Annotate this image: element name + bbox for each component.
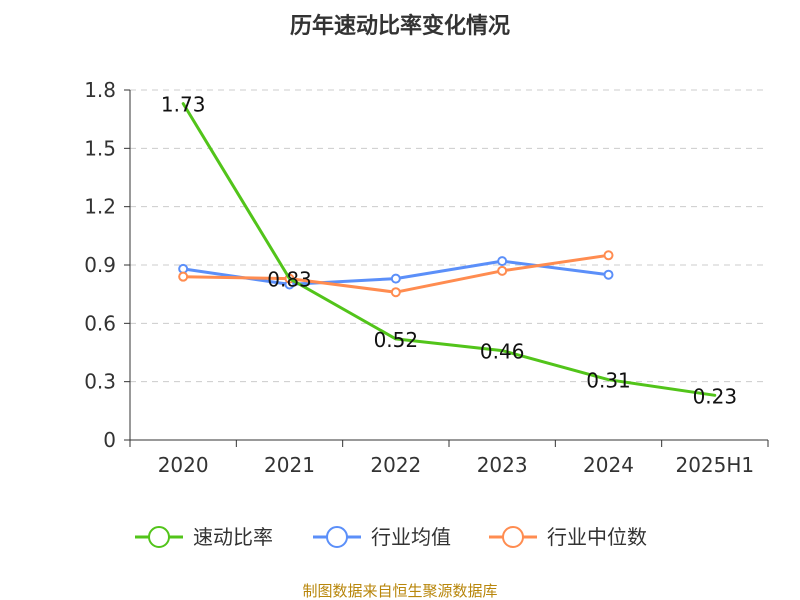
x-tick-label: 2024 (583, 453, 634, 477)
y-tick-label: 1.8 (84, 78, 116, 102)
series-point-2 (603, 250, 614, 261)
data-label: 0.23 (693, 384, 738, 408)
x-tick-label: 2021 (264, 453, 315, 477)
chart-title: 历年速动比率变化情况 (290, 13, 510, 39)
series-point-2 (390, 287, 401, 298)
x-tick-label: 2022 (370, 453, 421, 477)
series-point-1 (390, 273, 401, 284)
y-tick-label: 1.5 (84, 136, 116, 160)
data-label: 1.73 (161, 93, 206, 117)
series-point-2 (178, 271, 189, 282)
legend: 速动比率 行业均值 行业中位数 (135, 525, 647, 549)
series-point-1 (497, 256, 508, 267)
x-tick-label: 2023 (477, 453, 528, 477)
legend-swatch-marker (502, 526, 524, 548)
data-label: 0.83 (267, 268, 312, 292)
y-tick-label: 0.6 (84, 311, 116, 335)
series-line-0 (181, 102, 717, 397)
y-tick-label: 0 (103, 428, 116, 452)
y-tick-label: 1.2 (84, 195, 116, 219)
y-tick-label: 0.9 (84, 253, 116, 277)
axes: 0 0.3 0.6 0.9 1.2 1.5 1.8 2020 2021 2022 2023 2024 2… (84, 78, 769, 477)
series (178, 102, 717, 397)
grid (130, 89, 768, 383)
x-tick-label: 2020 (158, 453, 209, 477)
series-point-2 (497, 265, 508, 276)
source-note: 制图数据来自恒生聚源数据库 (302, 582, 497, 600)
legend-label: 行业中位数 (547, 525, 647, 549)
legend-swatch-marker (326, 526, 348, 548)
y-tick-label: 0.3 (84, 370, 116, 394)
series-point-1 (603, 269, 614, 280)
legend-label: 速动比率 (193, 525, 273, 549)
x-tick-label: 2025H1 (675, 453, 754, 477)
legend-label: 行业均值 (371, 525, 451, 549)
data-label: 0.52 (374, 328, 419, 352)
data-labels: 1.73 0.83 0.52 0.46 0.31 0.23 (161, 93, 737, 409)
data-label: 0.31 (586, 369, 631, 393)
legend-swatch-marker (148, 526, 170, 548)
data-label: 0.46 (480, 340, 525, 364)
